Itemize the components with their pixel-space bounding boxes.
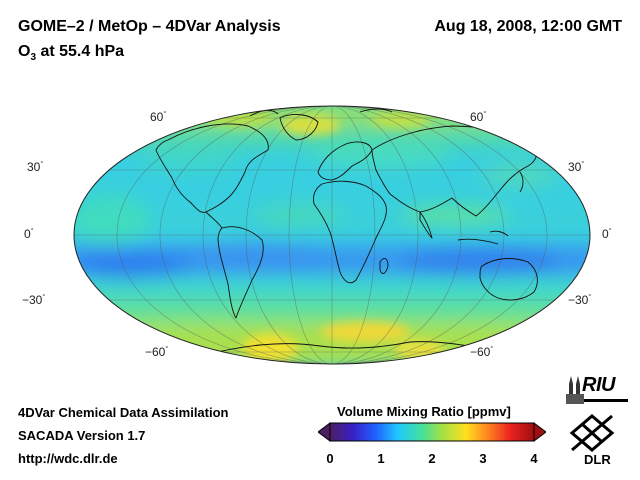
footer-method: 4DVar Chemical Data Assimilation [18,405,229,420]
species-symbol: O [18,43,31,60]
lat-label-30s-right: −30° [568,293,592,307]
riu-logo: RIU [566,372,630,406]
lat-label-60n-right: 60° [470,110,487,124]
lat-label-30n-right: 30° [568,160,585,174]
colorbar-tick-3: 3 [479,451,487,466]
colorbar-tick-4: 4 [530,451,538,466]
dlr-wordmark: DLR [584,452,611,467]
colorbar-tick-0: 0 [326,451,334,466]
colorbar [318,422,546,442]
footer-url[interactable]: http://wdc.dlr.de [18,451,118,466]
lat-label-eq-right: 0° [602,227,612,241]
lat-label-60s-right: −60° [470,345,494,359]
ozone-field [74,106,590,364]
footer-version: SACADA Version 1.7 [18,428,146,443]
lat-label-30s-left: −30° [22,293,46,307]
riu-wordmark: RIU [582,374,615,396]
colorbar-high-arrow [533,422,546,442]
globe-outline [73,105,591,365]
lat-label-60n-left: 60° [150,110,167,124]
analysis-datetime: Aug 18, 2008, 12:00 GMT [434,18,622,35]
colorbar-gradient [329,422,535,442]
dlr-emblem-icon [569,414,615,452]
colorbar-low-arrow [318,422,331,442]
lat-label-eq-left: 0° [24,227,34,241]
cathedral-icon [566,376,584,404]
colorbar-tick-1: 1 [377,451,385,466]
pressure-level: at 55.4 hPa [36,43,125,60]
ozone-map [73,105,591,365]
lat-label-60s-left: −60° [145,345,169,359]
chart-title: GOME–2 / MetOp – 4DVar Analysis [18,18,281,35]
species-subscript: 3 [30,52,37,64]
dlr-logo: DLR [566,414,630,470]
riu-underline [584,399,628,402]
lat-label-30n-left: 30° [27,160,44,174]
colorbar-tick-2: 2 [428,451,436,466]
chart-subtitle: O3 at 55.4 hPa [18,43,124,63]
colorbar-title: Volume Mixing Ratio [ppmv] [337,404,511,419]
